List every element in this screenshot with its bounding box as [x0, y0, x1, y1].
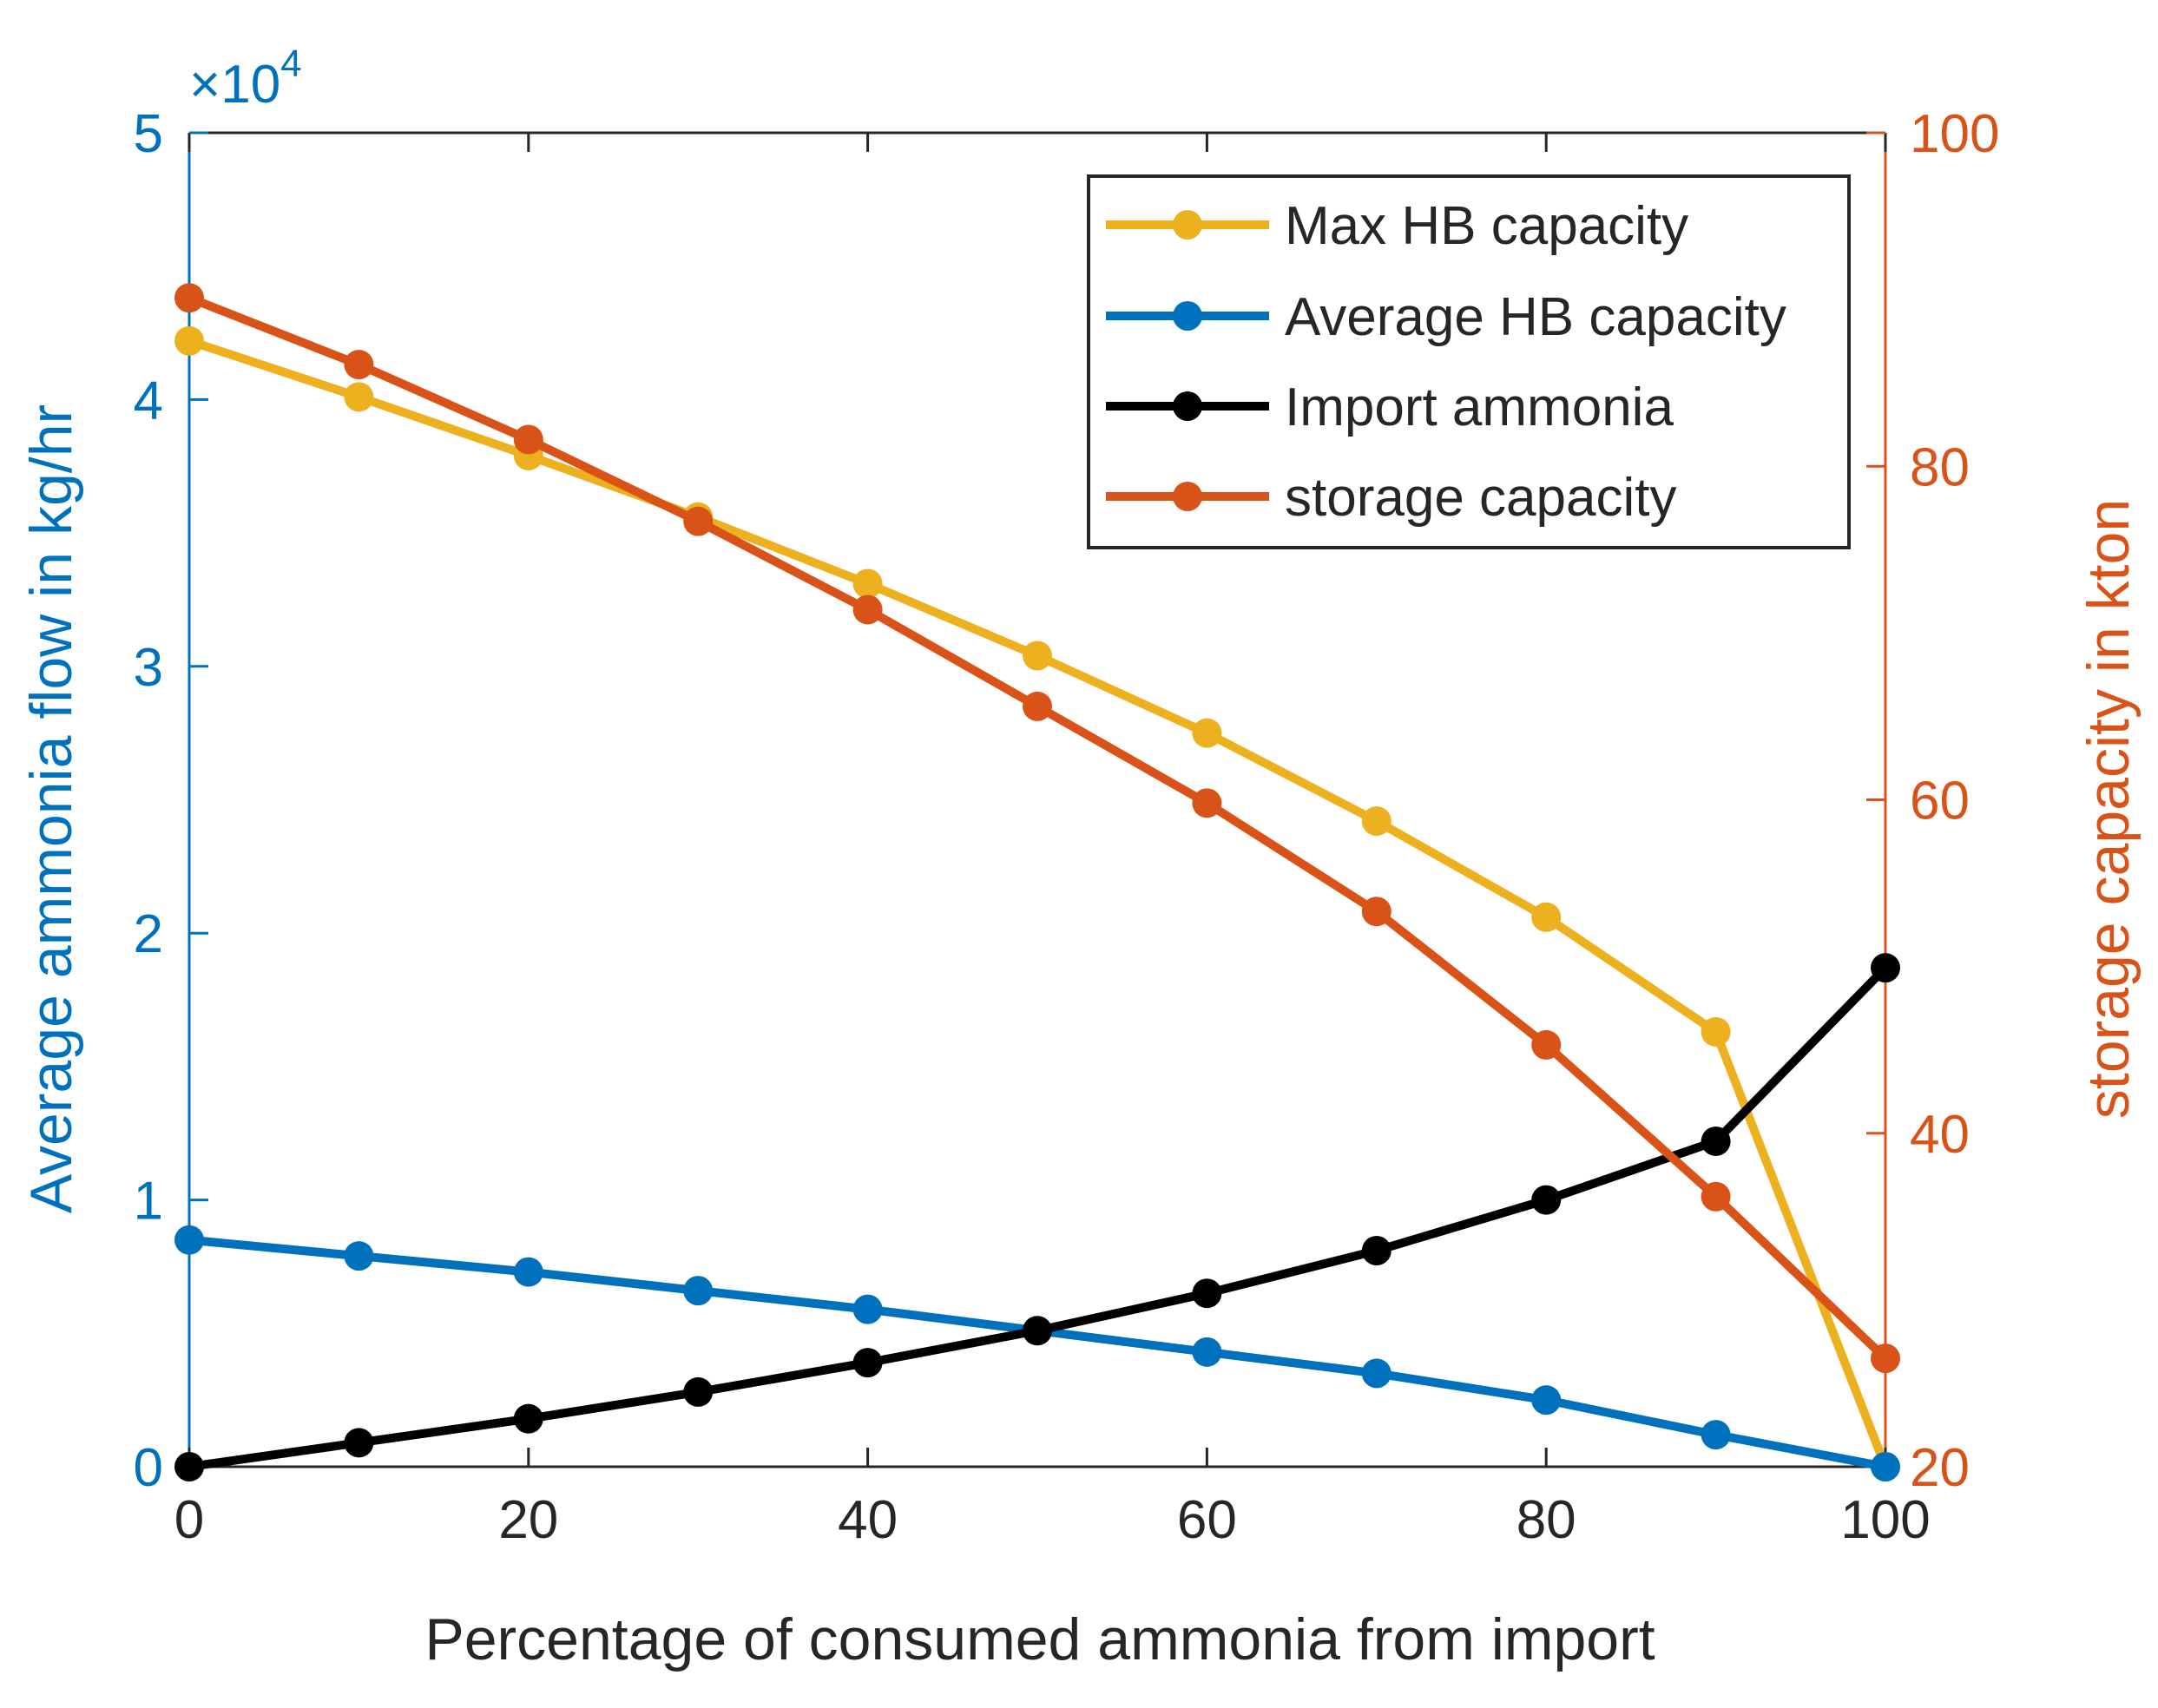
- data-point-max-hb-capacity: [344, 382, 374, 412]
- data-point-average-hb-capacity: [1701, 1420, 1731, 1450]
- left-y-axis-title: Average ammonia flow in kg/hr: [18, 404, 84, 1213]
- left-axis-multiplier: ×104: [189, 43, 302, 115]
- data-point-import-ammonia: [683, 1376, 714, 1407]
- data-point-storage-capacity: [1192, 788, 1222, 818]
- right-y-tick-label: 60: [1910, 772, 1970, 831]
- left-y-tick-label: 4: [134, 371, 163, 430]
- data-point-import-ammonia: [852, 1348, 883, 1378]
- x-tick-label: 0: [174, 1490, 204, 1550]
- data-point-max-hb-capacity: [852, 568, 883, 599]
- data-point-average-hb-capacity: [344, 1241, 374, 1271]
- data-point-import-ammonia: [1192, 1278, 1222, 1309]
- series-import-ammonia: [174, 953, 1900, 1481]
- data-point-average-hb-capacity: [683, 1276, 714, 1306]
- data-point-storage-capacity: [1531, 1029, 1562, 1060]
- right-y-tick-label: 80: [1910, 437, 1970, 497]
- legend-marker-import-ammonia: [1173, 391, 1202, 421]
- legend-marker-average-hb-capacity: [1173, 301, 1202, 331]
- legend-marker-max-hb-capacity: [1173, 210, 1202, 240]
- data-point-storage-capacity: [1701, 1181, 1731, 1212]
- data-point-import-ammonia: [1871, 953, 1900, 983]
- data-point-storage-capacity: [683, 506, 714, 536]
- data-point-max-hb-capacity: [1023, 640, 1052, 671]
- right-y-axis-ticks: 20 40 60 80 100: [1866, 104, 1999, 1498]
- x-tick-label: 40: [838, 1490, 898, 1550]
- data-point-storage-capacity: [513, 424, 543, 455]
- series-layer: [174, 283, 1900, 1481]
- right-y-tick-label: 100: [1910, 104, 1999, 164]
- right-y-tick-label: 40: [1910, 1105, 1970, 1165]
- x-tick-label: 20: [498, 1490, 558, 1550]
- data-point-import-ammonia: [344, 1428, 374, 1458]
- data-point-max-hb-capacity: [1531, 902, 1562, 932]
- data-point-import-ammonia: [1023, 1316, 1052, 1346]
- legend-label-storage-capacity: storage capacity: [1285, 468, 1676, 528]
- series-storage-capacity: [174, 283, 1900, 1374]
- data-point-max-hb-capacity: [174, 325, 204, 356]
- left-y-tick-label: 5: [134, 104, 163, 164]
- data-point-import-ammonia: [174, 1452, 204, 1481]
- data-point-import-ammonia: [1531, 1185, 1562, 1215]
- legend-marker-storage-capacity: [1173, 482, 1202, 511]
- legend-box: [1087, 174, 1851, 549]
- data-point-storage-capacity: [1361, 897, 1392, 927]
- x-tick-label: 60: [1177, 1490, 1237, 1550]
- data-point-average-hb-capacity: [1192, 1337, 1222, 1367]
- x-axis-ticks: 0 20 40 60 80 100: [174, 133, 1931, 1550]
- data-point-average-hb-capacity: [513, 1257, 543, 1287]
- data-point-max-hb-capacity: [1192, 718, 1222, 748]
- data-point-average-hb-capacity: [1871, 1452, 1900, 1481]
- legend-label-max-hb-capacity: Max HB capacity: [1285, 196, 1688, 256]
- data-point-storage-capacity: [852, 595, 883, 625]
- left-y-tick-label: 1: [134, 1172, 163, 1232]
- data-point-import-ammonia: [1361, 1236, 1392, 1266]
- data-point-storage-capacity: [1023, 691, 1052, 721]
- data-point-average-hb-capacity: [1531, 1385, 1562, 1416]
- data-point-storage-capacity: [1871, 1343, 1900, 1374]
- x-tick-label: 80: [1517, 1490, 1576, 1550]
- data-point-max-hb-capacity: [1701, 1016, 1731, 1047]
- data-point-storage-capacity: [344, 350, 374, 380]
- legend-label-import-ammonia: Import ammonia: [1285, 378, 1674, 437]
- data-point-max-hb-capacity: [1361, 806, 1392, 837]
- right-y-tick-label: 20: [1910, 1438, 1970, 1498]
- left-y-tick-label: 3: [134, 638, 163, 698]
- legend-label-average-hb-capacity: Average HB capacity: [1285, 287, 1786, 347]
- data-point-import-ammonia: [513, 1403, 543, 1434]
- left-y-tick-label: 0: [134, 1438, 163, 1498]
- x-tick-label: 100: [1840, 1490, 1930, 1550]
- left-y-tick-label: 2: [134, 904, 163, 964]
- data-point-import-ammonia: [1701, 1126, 1731, 1156]
- data-point-average-hb-capacity: [852, 1294, 883, 1324]
- data-point-average-hb-capacity: [174, 1225, 204, 1255]
- right-y-axis-title: storage capacity in kton: [2076, 499, 2142, 1119]
- x-axis-title: Percentage of consumed ammonia from impo…: [424, 1606, 1655, 1672]
- data-point-storage-capacity: [174, 283, 204, 313]
- data-point-average-hb-capacity: [1361, 1358, 1392, 1389]
- legend: Max HB capacity Average HB capacity Import…: [1087, 174, 1851, 549]
